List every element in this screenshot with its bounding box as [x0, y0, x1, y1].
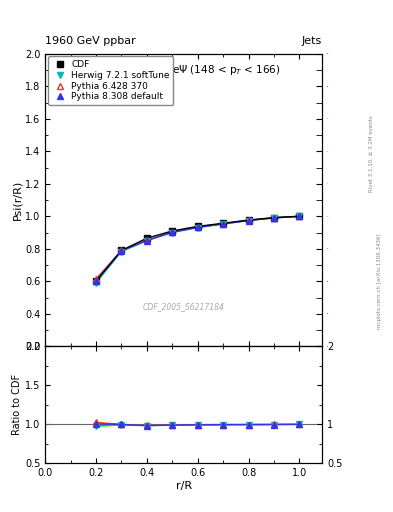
Pythia 6.428 370 [297, 213, 302, 219]
Pythia 6.428 370 [119, 247, 124, 253]
X-axis label: r/R: r/R [176, 481, 192, 491]
CDF [195, 223, 200, 229]
Pythia 6.428 370 [145, 237, 149, 243]
Pythia 8.308 default [94, 278, 98, 284]
Y-axis label: Ratio to CDF: Ratio to CDF [12, 374, 22, 435]
Herwig 7.2.1 softTune [221, 221, 226, 227]
Herwig 7.2.1 softTune [195, 225, 200, 231]
Pythia 6.428 370 [195, 224, 200, 230]
Pythia 8.308 default [195, 224, 200, 230]
Y-axis label: Psi(r/R): Psi(r/R) [12, 180, 22, 220]
Herwig 7.2.1 softTune [272, 215, 276, 221]
Pythia 6.428 370 [94, 276, 98, 282]
Text: Jets: Jets [302, 36, 322, 46]
CDF [221, 220, 226, 226]
Legend: CDF, Herwig 7.2.1 softTune, Pythia 6.428 370, Pythia 8.308 default: CDF, Herwig 7.2.1 softTune, Pythia 6.428… [48, 56, 173, 105]
Line: CDF: CDF [93, 213, 303, 285]
Pythia 8.308 default [272, 215, 276, 221]
CDF [170, 228, 174, 234]
Pythia 8.308 default [119, 247, 124, 253]
Line: Pythia 6.428 370: Pythia 6.428 370 [93, 213, 303, 282]
CDF [272, 215, 276, 221]
Pythia 8.308 default [221, 221, 226, 227]
CDF [246, 217, 251, 223]
Pythia 8.308 default [170, 229, 174, 236]
Text: Integral jet shapeΨ (148 < p$_T$ < 166): Integral jet shapeΨ (148 < p$_T$ < 166) [87, 62, 281, 76]
Text: 1960 GeV ppbar: 1960 GeV ppbar [45, 36, 136, 46]
Pythia 6.428 370 [221, 221, 226, 227]
CDF [297, 213, 302, 219]
CDF [119, 247, 124, 253]
Herwig 7.2.1 softTune [145, 238, 149, 244]
CDF [94, 278, 98, 284]
Pythia 6.428 370 [272, 215, 276, 221]
Text: CDF_2005_S6217184: CDF_2005_S6217184 [143, 302, 225, 311]
Pythia 8.308 default [297, 213, 302, 219]
Herwig 7.2.1 softTune [170, 229, 174, 236]
Pythia 8.308 default [145, 238, 149, 244]
Line: Pythia 8.308 default: Pythia 8.308 default [93, 213, 303, 284]
Line: Herwig 7.2.1 softTune: Herwig 7.2.1 softTune [93, 213, 303, 286]
Herwig 7.2.1 softTune [94, 280, 98, 286]
CDF [145, 235, 149, 241]
Pythia 6.428 370 [246, 217, 251, 223]
Pythia 6.428 370 [170, 229, 174, 235]
Herwig 7.2.1 softTune [119, 248, 124, 254]
Pythia 8.308 default [246, 218, 251, 224]
Text: mcplots.cern.ch [arXiv:1306.3436]: mcplots.cern.ch [arXiv:1306.3436] [377, 234, 382, 329]
Herwig 7.2.1 softTune [297, 213, 302, 219]
Text: Rivet 3.1.10, ≥ 3.2M events: Rivet 3.1.10, ≥ 3.2M events [369, 115, 374, 192]
Herwig 7.2.1 softTune [246, 218, 251, 224]
